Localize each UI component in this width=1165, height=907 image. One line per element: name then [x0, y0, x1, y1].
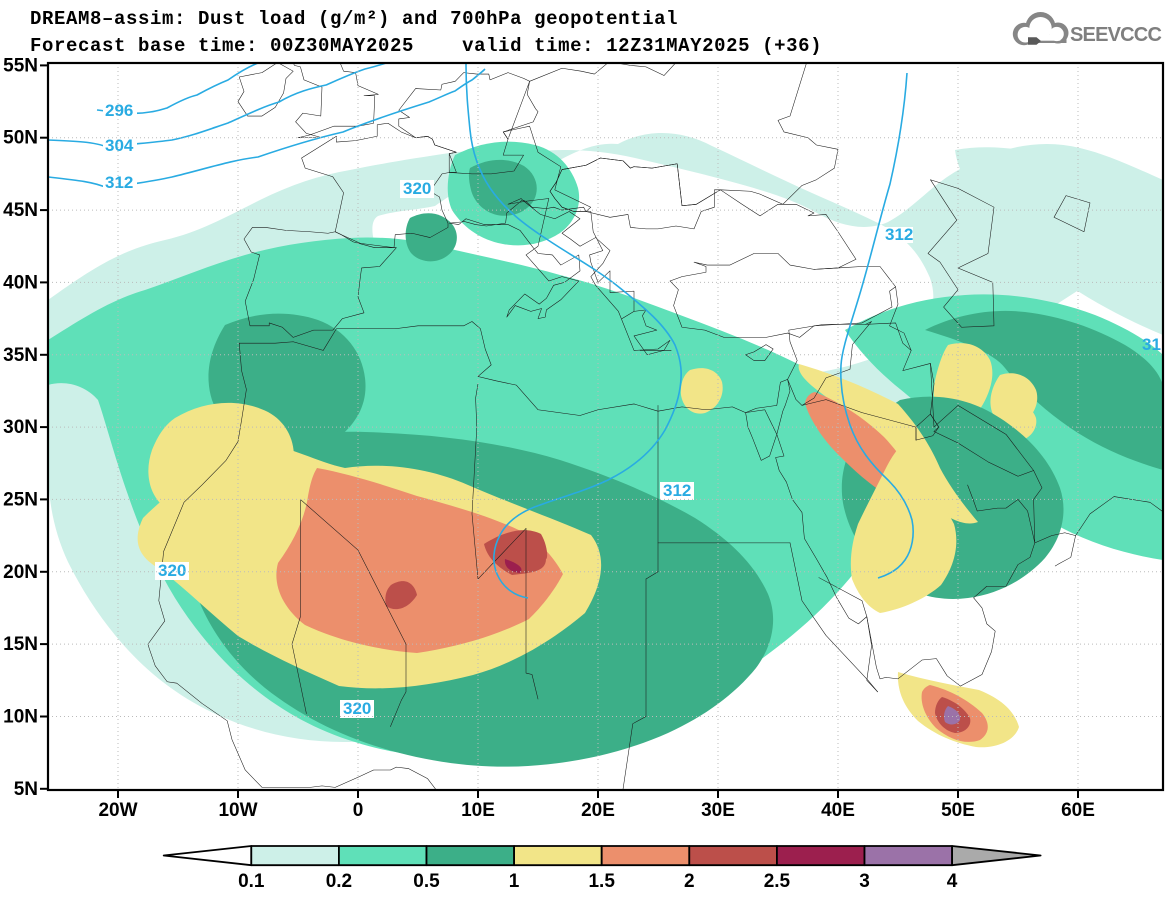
svg-text:15N: 15N	[3, 634, 38, 655]
svg-text:25N: 25N	[3, 489, 38, 510]
svg-text:10W: 10W	[218, 800, 257, 821]
svg-text:5N: 5N	[14, 779, 38, 800]
svg-text:0.2: 0.2	[326, 871, 352, 892]
svg-text:60E: 60E	[1061, 800, 1095, 821]
svg-text:0: 0	[353, 800, 364, 821]
svg-text:40E: 40E	[821, 800, 855, 821]
svg-text:4: 4	[947, 871, 958, 892]
svg-text:0.1: 0.1	[238, 871, 265, 892]
svg-text:1: 1	[509, 871, 520, 892]
svg-text:50E: 50E	[941, 800, 975, 821]
svg-text:320: 320	[343, 699, 371, 718]
svg-text:320: 320	[403, 179, 431, 198]
svg-text:55N: 55N	[3, 55, 38, 76]
svg-text:20N: 20N	[3, 562, 38, 583]
svg-text:31: 31	[1142, 335, 1161, 354]
svg-text:320: 320	[158, 561, 186, 580]
svg-text:10E: 10E	[461, 800, 495, 821]
svg-text:304: 304	[105, 136, 134, 155]
svg-text:20E: 20E	[581, 800, 615, 821]
svg-text:20W: 20W	[98, 800, 137, 821]
svg-text:3: 3	[859, 871, 870, 892]
svg-text:50N: 50N	[3, 128, 38, 149]
svg-text:40N: 40N	[3, 272, 38, 293]
svg-text:312: 312	[885, 225, 913, 244]
svg-text:296: 296	[105, 101, 133, 120]
svg-text:0.5: 0.5	[413, 871, 440, 892]
svg-text:30N: 30N	[3, 417, 38, 438]
svg-text:35N: 35N	[3, 345, 38, 366]
svg-text:2: 2	[684, 871, 695, 892]
svg-text:312: 312	[663, 481, 691, 500]
svg-text:30E: 30E	[701, 800, 735, 821]
svg-text:SEEVCCC: SEEVCCC	[1070, 24, 1161, 46]
svg-text:312: 312	[105, 173, 133, 192]
svg-text:10N: 10N	[3, 707, 38, 728]
svg-text:2.5: 2.5	[764, 871, 791, 892]
svg-text:45N: 45N	[3, 200, 38, 221]
svg-text:1.5: 1.5	[588, 871, 615, 892]
